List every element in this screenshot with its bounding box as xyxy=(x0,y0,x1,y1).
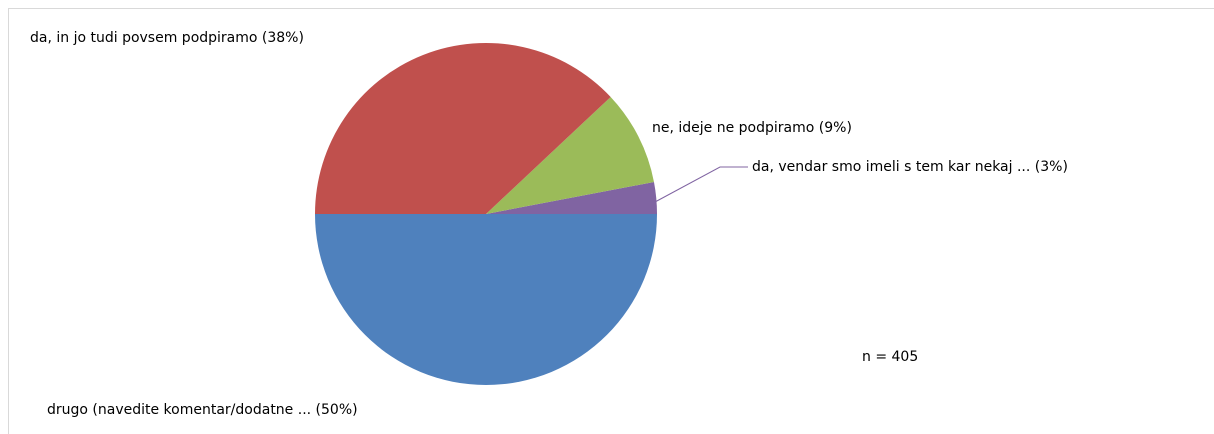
slice-label: ne, ideje ne podpiramo (9%) xyxy=(652,120,852,136)
pie-slice xyxy=(315,43,611,215)
pie-slice xyxy=(486,96,654,214)
chart-frame xyxy=(8,8,1214,434)
pie-slice xyxy=(315,214,657,385)
leader-line xyxy=(654,166,748,203)
pie-slice xyxy=(486,181,657,214)
slice-label: drugo (navedite komentar/dodatne ... (50… xyxy=(47,402,358,418)
annotation: n = 405 xyxy=(862,349,918,365)
slice-label: da, in jo tudi povsem podpiramo (38%) xyxy=(30,30,304,46)
slice-label: da, vendar smo imeli s tem kar nekaj ...… xyxy=(752,159,1068,175)
